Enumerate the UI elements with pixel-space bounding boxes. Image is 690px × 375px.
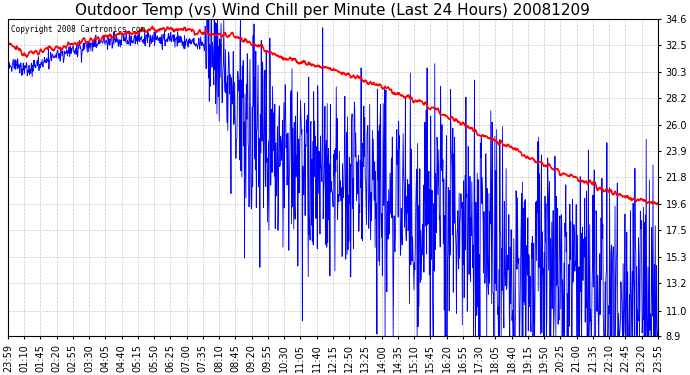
Text: Copyright 2008 Cartronics.com: Copyright 2008 Cartronics.com bbox=[11, 25, 145, 34]
Title: Outdoor Temp (vs) Wind Chill per Minute (Last 24 Hours) 20081209: Outdoor Temp (vs) Wind Chill per Minute … bbox=[75, 3, 591, 18]
